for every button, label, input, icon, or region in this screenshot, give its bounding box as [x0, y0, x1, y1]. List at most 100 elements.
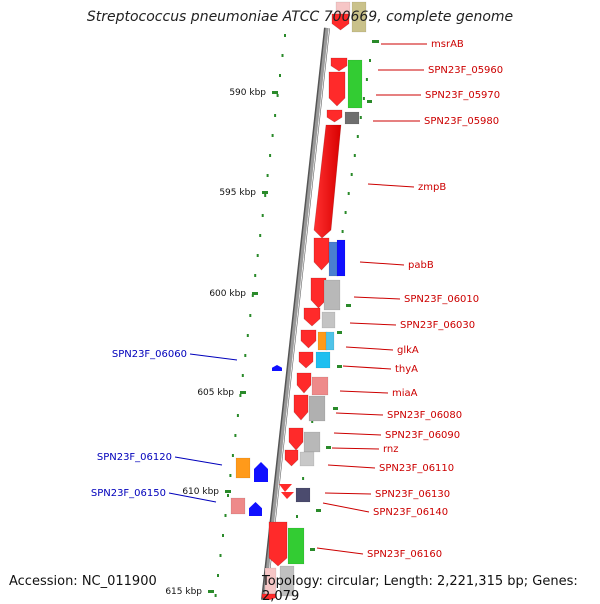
- label-leader-line: [349, 322, 397, 326]
- inner-dot: [359, 116, 362, 119]
- feature-marker: [310, 548, 315, 551]
- inner-dot: [341, 230, 344, 233]
- gene-label[interactable]: SPN23F_06130: [375, 489, 450, 500]
- scale-dot: [264, 194, 267, 197]
- gene-label[interactable]: zmpB: [418, 182, 446, 193]
- gene-label[interactable]: SPN23F_05970: [425, 90, 500, 101]
- gene-label[interactable]: SPN23F_05960: [428, 65, 503, 76]
- scale-dot: [244, 354, 247, 357]
- SPN23F_06120-block[interactable]: [235, 457, 251, 479]
- gene-label[interactable]: SPN23F_06060: [112, 349, 187, 360]
- scale-dot: [259, 234, 262, 237]
- scale-label: 615 kbp: [165, 587, 202, 597]
- scale-dot: [269, 154, 272, 157]
- gene-label[interactable]: SPN23F_06120: [97, 452, 172, 463]
- gene-arrow[interactable]: [313, 237, 330, 271]
- scale-dot: [239, 394, 242, 397]
- gene-arrow[interactable]: [303, 307, 321, 327]
- SPN23F_05960-block[interactable]: [347, 59, 363, 109]
- gene-arrow[interactable]: [288, 427, 304, 451]
- SPN23F_06110-block[interactable]: [299, 451, 315, 467]
- gene-arrow[interactable]: [268, 521, 288, 567]
- gene-arrow[interactable]: [310, 277, 327, 309]
- feature-marker: [367, 100, 372, 103]
- scale-major-tick: [272, 91, 278, 94]
- glkA-block-b[interactable]: [325, 331, 335, 351]
- label-leader-line: [324, 492, 372, 495]
- gene-label[interactable]: SPN23F_06150: [91, 488, 166, 499]
- gene-arrow-small[interactable]: [279, 484, 292, 492]
- label-leader-line: [174, 456, 223, 466]
- SPN23F_06060-arrow[interactable]: [272, 365, 282, 371]
- gene-arrow[interactable]: [296, 372, 312, 394]
- scale-major-tick: [240, 391, 246, 394]
- gene-block[interactable]: [279, 565, 295, 597]
- label-leader-line: [335, 412, 384, 416]
- SPN23F_05980-block[interactable]: [344, 111, 360, 125]
- scale-label: 610 kbp: [182, 487, 219, 497]
- SPN23F_06130-block[interactable]: [295, 487, 311, 503]
- msrAB-block[interactable]: [351, 1, 367, 33]
- gene-arrow[interactable]: [300, 329, 317, 349]
- label-leader-line: [367, 183, 415, 188]
- gene-label[interactable]: SPN23F_06090: [385, 430, 460, 441]
- genome-title: Streptococcus pneumoniae ATCC 700669, co…: [86, 9, 514, 25]
- gene-label[interactable]: miaA: [392, 388, 418, 399]
- inner-dot: [311, 420, 314, 423]
- pabB-block-a[interactable]: [328, 241, 339, 277]
- inner-dot: [365, 78, 368, 81]
- gene-label[interactable]: glkA: [397, 345, 419, 356]
- scale-dot: [241, 374, 244, 377]
- gene-arrow[interactable]: [293, 394, 309, 421]
- gene-label[interactable]: SPN23F_06140: [373, 507, 448, 518]
- pabB-block-b[interactable]: [336, 239, 346, 277]
- SPN23F_06150-arrow[interactable]: [249, 502, 262, 516]
- gene-label[interactable]: rnz: [383, 444, 399, 455]
- inner-dot: [344, 211, 347, 214]
- scale-dot: [251, 294, 254, 297]
- SPN23F_06090-block[interactable]: [303, 431, 321, 453]
- SPN23F_06120-arrow[interactable]: [254, 462, 268, 482]
- gene-arrow[interactable]: [326, 109, 343, 123]
- gene-label[interactable]: msrAB: [431, 39, 464, 50]
- scale-dot: [229, 474, 232, 477]
- gene-label[interactable]: thyA: [395, 364, 418, 375]
- gene-label[interactable]: SPN23F_05980: [424, 116, 499, 127]
- inner-dot: [350, 173, 353, 176]
- SPN23F_06010-block[interactable]: [323, 279, 341, 311]
- gene-label[interactable]: SPN23F_06010: [404, 294, 479, 305]
- gene-arrow[interactable]: [284, 449, 299, 467]
- inner-dot: [369, 59, 371, 62]
- zmpB-arrow[interactable]: [313, 124, 342, 239]
- miaA-block[interactable]: [311, 376, 329, 396]
- feature-marker: [316, 509, 321, 512]
- gene-arrow[interactable]: [328, 71, 346, 107]
- gene-label[interactable]: SPN23F_06110: [379, 463, 454, 474]
- scale-major-tick: [252, 292, 258, 295]
- scale-dot: [284, 34, 286, 37]
- glkA-block-a[interactable]: [317, 331, 328, 351]
- gene-arrow-small[interactable]: [281, 492, 294, 499]
- gene-arrow[interactable]: [261, 593, 277, 600]
- gene-label[interactable]: SPN23F_06030: [400, 320, 475, 331]
- accession-label: Accession: NC_011900: [9, 574, 157, 589]
- gene-arrow[interactable]: [298, 351, 314, 369]
- gene-label[interactable]: SPN23F_06160: [367, 549, 442, 560]
- feature-marker: [337, 365, 342, 368]
- genome-backbone-edge: [265, 27, 330, 600]
- SPN23F_06080-block[interactable]: [308, 395, 326, 422]
- scale-dot: [254, 274, 257, 277]
- thyA-block[interactable]: [315, 351, 331, 369]
- gene-label[interactable]: SPN23F_06080: [387, 410, 462, 421]
- gene-arrow[interactable]: [331, 13, 350, 31]
- scale-dot: [217, 574, 219, 577]
- inner-dot: [302, 477, 305, 480]
- scale-dot: [231, 454, 234, 457]
- SPN23F_06030-block[interactable]: [321, 311, 336, 329]
- gene-label[interactable]: pabB: [408, 260, 434, 271]
- SPN23F_06150-block[interactable]: [230, 497, 246, 515]
- SPN23F_06160-block[interactable]: [287, 527, 305, 565]
- gene-arrow[interactable]: [330, 57, 348, 72]
